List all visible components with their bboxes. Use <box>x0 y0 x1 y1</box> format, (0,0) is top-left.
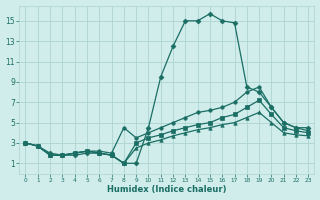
X-axis label: Humidex (Indice chaleur): Humidex (Indice chaleur) <box>107 185 227 194</box>
